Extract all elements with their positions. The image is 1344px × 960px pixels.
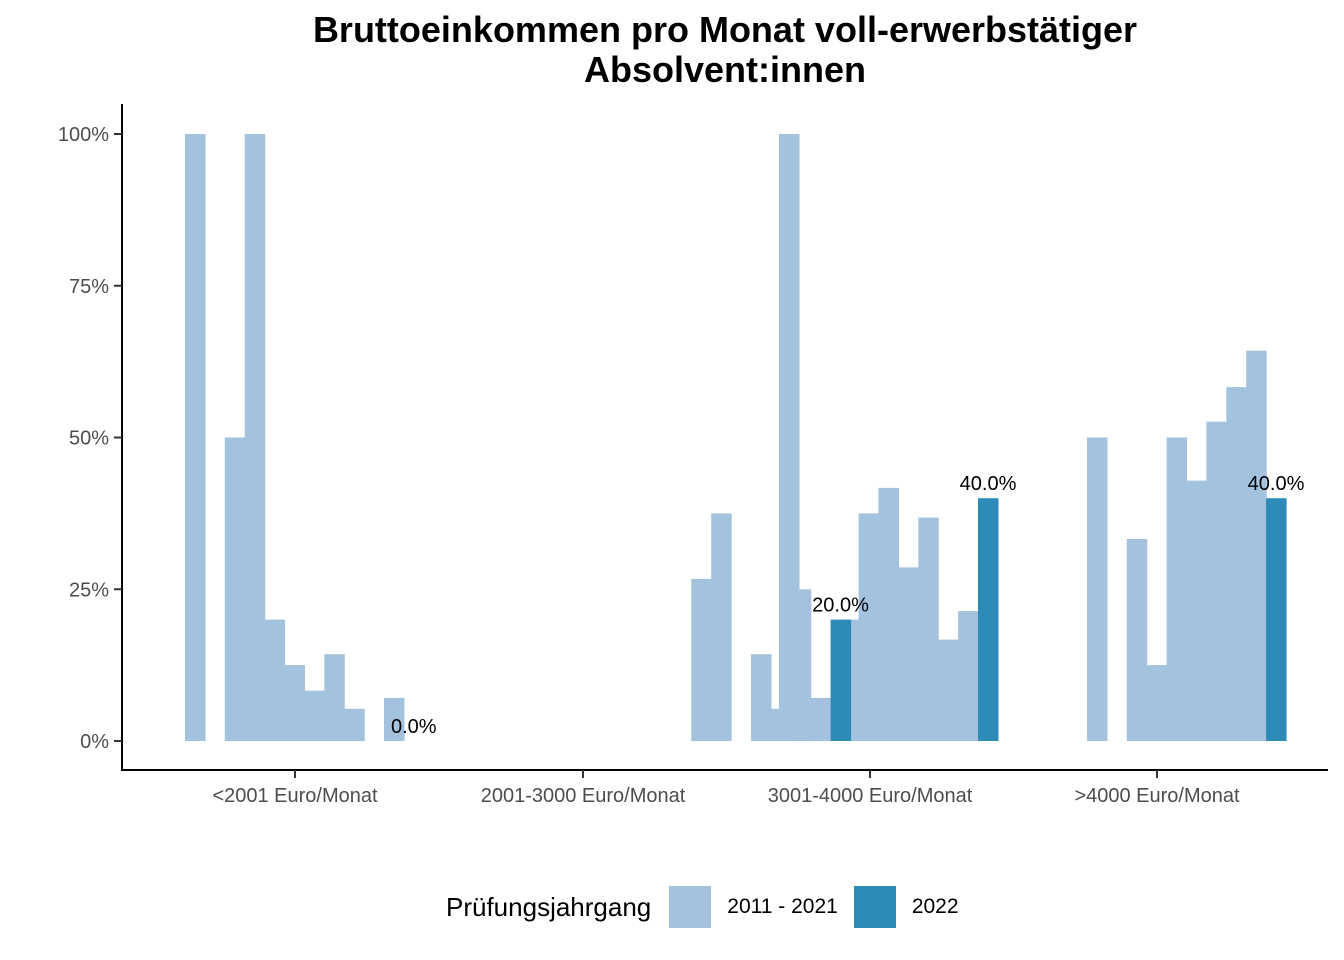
legend-key-2011-2021 <box>669 886 712 928</box>
bar-2011-2021-cat2-6 <box>898 567 919 741</box>
bar-2011-2021-cat3-6 <box>1206 421 1227 741</box>
x-tick-label: <2001 Euro/Monat <box>212 785 378 807</box>
legend-key-2022 <box>853 886 896 928</box>
bar-2011-2021-cat0-10 <box>384 697 405 741</box>
bar-2011-2021-cat1-13 <box>810 697 832 741</box>
bar-2011-2021-cat0-7 <box>324 654 345 741</box>
bar-2011-2021-cat3-7 <box>1226 387 1247 741</box>
bar-2011-2021-cat2-4 <box>858 513 880 741</box>
data-label-2022-cat0: 0.0% <box>391 716 437 738</box>
bar-2011-2021-cat2-5 <box>878 487 899 741</box>
y-tick-label: 50% <box>69 428 109 450</box>
bar-2011-2021-cat0-4 <box>264 619 286 741</box>
bar-2011-2021-cat3-4 <box>1166 437 1188 741</box>
bar-2011-2021-cat3-3 <box>1146 665 1168 741</box>
bar-2011-2021-cat0-2 <box>224 437 246 741</box>
bar-2011-2021-cat2-7 <box>918 517 939 741</box>
legend-label-2022: 2022 <box>911 895 959 918</box>
bar-2011-2021-cat0-0 <box>185 134 206 741</box>
bar-2011-2021-cat3-8 <box>1246 350 1267 741</box>
bar-2011-2021-cat0-6 <box>304 690 325 741</box>
legend-title: Prüfungsjahrgang <box>446 891 652 922</box>
data-labels-layer: 0.0% 20.0% 40.0% 40.0% <box>391 473 1305 738</box>
bar-2022-cat3 <box>1266 498 1287 741</box>
y-tick-label: 0% <box>80 731 109 753</box>
chart-title-line1: Bruttoeinkommen pro Monat voll-erwerbstä… <box>312 9 1138 50</box>
data-label-2022-cat1: 20.0% <box>812 595 869 617</box>
data-label-2022-cat2: 40.0% <box>960 473 1017 495</box>
bar-2011-2021-cat0-3 <box>244 134 266 741</box>
bar-2011-2021-cat1-8 <box>711 513 732 741</box>
bar-2011-2021-cat3-5 <box>1186 480 1207 741</box>
chart-title-line2: Absolvent:innen <box>583 49 866 90</box>
x-tick-label: 3001-4000 Euro/Monat <box>768 785 973 807</box>
y-tick-label: 75% <box>69 276 109 298</box>
bar-2011-2021-cat3-0 <box>1087 437 1108 741</box>
bar-2011-2021-cat2-0 <box>779 134 800 741</box>
bar-2022-cat1 <box>830 619 852 741</box>
x-tick-label: 2001-3000 Euro/Monat <box>481 785 686 807</box>
bar-2011-2021-cat0-5 <box>284 665 305 741</box>
data-label-2022-cat3: 40.0% <box>1248 473 1305 495</box>
axes-layer: 0% 25% 50% 75% 100% <2001 Euro/Monat 2001-3000… <box>58 104 1328 807</box>
bar-2011-2021-cat0-8 <box>344 708 365 741</box>
bar-2011-2021-cat2-9 <box>958 611 979 741</box>
bar-2011-2021-cat3-2 <box>1126 538 1148 741</box>
y-tick-label: 25% <box>69 579 109 601</box>
bar-2011-2021-cat1-10 <box>751 654 772 741</box>
y-tick-label: 100% <box>58 124 109 146</box>
bars-layer <box>185 134 1287 742</box>
bar-2011-2021-cat2-8 <box>938 639 959 741</box>
legend-label-2011-2021: 2011 - 2021 <box>727 895 838 918</box>
bar-2011-2021-cat1-7 <box>691 578 712 741</box>
legend: Prüfungsjahrgang 2011 - 2021 2022 <box>446 886 975 928</box>
x-tick-label: >4000 Euro/Monat <box>1074 785 1240 807</box>
bar-2022-cat2 <box>978 498 999 741</box>
chart-title: Bruttoeinkommen pro Monat voll-erwerbstä… <box>0 10 1344 90</box>
